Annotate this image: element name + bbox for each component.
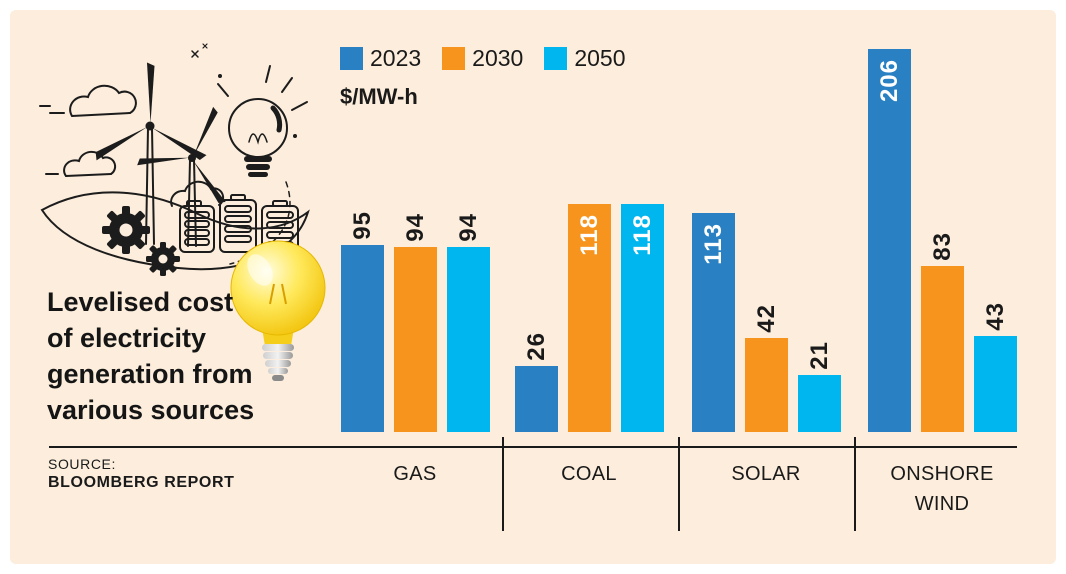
dashed-arc — [229, 181, 291, 265]
bar-solar-2050 — [798, 375, 841, 432]
glossy-lightbulb-icon — [230, 240, 326, 381]
bar-solar-2030 — [745, 338, 788, 432]
source-label: SOURCE: — [48, 456, 116, 472]
bar-onshore-wind-2030 — [921, 266, 964, 432]
bar-gas-2023 — [341, 245, 384, 432]
category-label-onshore-wind: ONSHORE WIND — [890, 463, 994, 515]
category-label-gas: GAS — [393, 463, 437, 485]
legend-item-2030: 2030 — [442, 45, 523, 72]
value-label-coal-2050: 118 — [628, 214, 656, 256]
sparkle-icon — [191, 50, 199, 58]
value-label-coal-2023: 26 — [522, 332, 550, 361]
value-label-solar-2050: 21 — [805, 341, 833, 370]
category-separator — [502, 437, 504, 531]
category-label-coal: COAL — [561, 463, 617, 485]
legend-label: 2023 — [370, 45, 422, 71]
legend-swatch-icon — [544, 47, 568, 70]
bar-gas-2050 — [447, 247, 490, 432]
bar-gas-2030 — [394, 247, 437, 432]
legend-item-2023: 2023 — [340, 45, 421, 72]
page-title: Levelised cost of electricity generation… — [47, 284, 254, 428]
bar-coal-2023 — [515, 366, 558, 432]
source-name: BLOOMBERG REPORT — [48, 474, 235, 491]
title-line: Levelised cost — [47, 287, 234, 317]
value-label-onshore-wind-2023: 206 — [875, 59, 903, 103]
renewable-energy-illustration-icon — [39, 43, 310, 276]
value-label-onshore-wind-2030: 83 — [928, 232, 956, 261]
title-line: various sources — [47, 395, 255, 425]
lightbulb-sketch-icon — [217, 65, 308, 177]
category-separator — [854, 437, 856, 531]
legend-swatch-icon — [442, 47, 466, 70]
legend-swatch-icon — [340, 47, 363, 70]
cloud-icon — [170, 180, 225, 207]
legend-label: 2050 — [574, 45, 626, 71]
value-label-solar-2023: 113 — [699, 223, 727, 265]
bar-coal-2050 — [621, 204, 664, 432]
value-label-gas-2050: 94 — [454, 213, 482, 242]
cloud-icon — [69, 84, 137, 117]
value-label-gas-2030: 94 — [401, 213, 429, 242]
gear-icon — [102, 206, 150, 254]
bar-solar-2023 — [692, 213, 735, 432]
legend-item-2050: 2050 — [544, 45, 626, 72]
cloud-icon — [63, 150, 117, 177]
value-label-solar-2030: 42 — [752, 304, 780, 333]
legend-label: 2030 — [472, 45, 524, 71]
category-label-solar: SOLAR — [731, 463, 801, 485]
value-label-coal-2030: 118 — [575, 214, 603, 256]
gear-icon — [146, 242, 180, 276]
wind-turbine-icon — [137, 106, 226, 247]
leaf-swoosh-icon — [40, 191, 310, 271]
wind-turbine-icon — [95, 62, 207, 245]
value-label-gas-2023: 95 — [348, 211, 376, 240]
chart-legend: 2023 2030 2050 — [340, 45, 626, 72]
x-axis-line — [49, 446, 1017, 448]
source-attribution: SOURCE: BLOOMBERG REPORT — [48, 456, 235, 492]
value-label-onshore-wind-2050: 43 — [981, 302, 1009, 331]
unit-label: $/MW-h — [340, 84, 418, 109]
title-line: generation from — [47, 359, 253, 389]
bar-onshore-wind-2050 — [974, 336, 1017, 432]
title-line: of electricity — [47, 323, 207, 353]
category-separator — [678, 437, 680, 531]
bar-onshore-wind-2023 — [868, 49, 911, 432]
bar-coal-2030 — [568, 204, 611, 432]
